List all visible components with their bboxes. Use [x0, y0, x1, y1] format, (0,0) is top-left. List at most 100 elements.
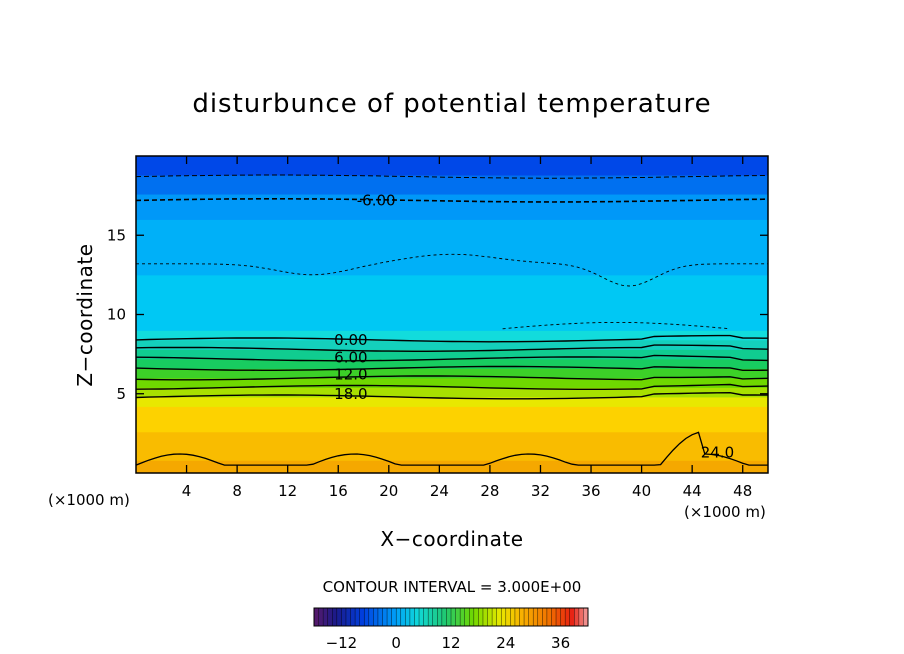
colorbar-cell — [400, 608, 406, 626]
x-tick-label: 36 — [581, 482, 600, 500]
contour-label-5: 24.0 — [701, 443, 734, 461]
x-tick-label: 24 — [430, 482, 449, 500]
contour-label-2: 6.00 — [334, 348, 367, 366]
colorbar-tick-label: −12 — [326, 634, 358, 652]
contour-line-mid — [502, 321, 731, 330]
chart-title: disturbunce of potential temperature — [192, 89, 711, 119]
colorbar-cell — [565, 608, 571, 626]
contour-line-solid-5 — [136, 383, 768, 390]
colorbar-cell — [533, 608, 539, 626]
colorbar-cell — [510, 608, 516, 626]
colorbar-cell — [487, 608, 493, 626]
colorbar-cell — [409, 608, 415, 626]
contour-label-4: 18.0 — [334, 385, 367, 403]
x-unit-left: (×1000 m) — [48, 491, 130, 509]
colorbar-cell — [391, 608, 397, 626]
band-3 — [136, 396, 768, 407]
colorbar-cell — [546, 608, 552, 626]
colorbar-cell — [492, 608, 497, 626]
colorbar-cell — [583, 608, 589, 626]
contour-lines — [136, 174, 768, 466]
x-tick-label: 20 — [379, 482, 398, 500]
colorbar-cell — [314, 608, 319, 626]
colorbar-cell — [464, 608, 470, 626]
colorbar-cell — [537, 608, 543, 626]
colorbar-cell — [569, 608, 575, 626]
colorbar-cell — [359, 608, 365, 626]
x-tick-label: 28 — [480, 482, 499, 500]
band-9 — [136, 339, 768, 350]
colorbar-cell — [482, 608, 488, 626]
x-tick-label: 40 — [632, 482, 651, 500]
colorbar-cell — [318, 608, 324, 626]
colorbar-cell — [373, 608, 379, 626]
contour-line-solid-6 — [136, 391, 768, 400]
colorbar-cell — [332, 608, 338, 626]
x-tick-label: 16 — [329, 482, 348, 500]
band-0 — [136, 460, 768, 473]
x-axis-label: X−coordinate — [380, 527, 523, 551]
colorbar-cell — [528, 608, 534, 626]
color-bands — [136, 156, 768, 473]
colorbar-cell — [368, 608, 374, 626]
colorbar-cell — [460, 608, 465, 626]
contour-line-dashed-0 — [136, 198, 768, 203]
colorbar-cell — [377, 608, 383, 626]
colorbar-cell — [556, 608, 561, 626]
colorbar-cell — [336, 608, 342, 626]
contour-line-dashed-1 — [136, 174, 768, 179]
colorbar-ticks: −12 0 12 24 36 — [326, 634, 571, 652]
colorbar-cell — [446, 608, 452, 626]
colorbar-cell — [382, 608, 388, 626]
band-12 — [136, 219, 768, 276]
colorbar-cell — [350, 608, 356, 626]
contour-interval-text: CONTOUR INTERVAL = 3.000E+00 — [323, 578, 582, 596]
colorbar-cell — [423, 608, 429, 626]
colorbar-cell — [501, 608, 507, 626]
x-tick-label: 32 — [531, 482, 550, 500]
contour-label-0: -6.00 — [357, 191, 396, 209]
y-tick-label: 5 — [116, 385, 126, 403]
contour-line-solid-1 — [136, 344, 768, 352]
band-15 — [136, 156, 768, 176]
colorbar-tick-label: 12 — [441, 634, 460, 652]
x-tick-label: 4 — [182, 482, 192, 500]
x-unit-right: (×1000 m) — [684, 503, 766, 521]
colorbar-cell — [428, 608, 434, 626]
colorbar-cell — [437, 608, 443, 626]
colorbar-cell — [364, 608, 370, 626]
colorbar-cell — [478, 608, 484, 626]
colorbar-cell — [551, 608, 557, 626]
x-tick-label: 8 — [232, 482, 242, 500]
colorbar-cell — [524, 608, 529, 626]
contour-line-solid-4 — [136, 375, 768, 381]
colorbar-cell — [455, 608, 461, 626]
contour-line-solid-2 — [136, 354, 768, 362]
colorbar-cell — [396, 608, 402, 626]
colorbar-cell — [327, 608, 333, 626]
colorbar-cell — [560, 608, 566, 626]
colorbar-cell — [355, 608, 360, 626]
contour-line-24 — [136, 431, 768, 466]
colorbar-cell — [469, 608, 475, 626]
colorbar-cell — [441, 608, 447, 626]
contour-line-solid-3 — [136, 365, 768, 371]
colorbar-cell — [405, 608, 411, 626]
colorbar-cell — [414, 608, 420, 626]
colorbar-cell — [323, 608, 328, 626]
colorbar-cell — [473, 608, 479, 626]
colorbar — [313, 607, 589, 627]
band-10 — [136, 330, 768, 341]
band-11 — [136, 274, 768, 331]
band-14 — [136, 175, 768, 195]
colorbar-cell — [514, 608, 520, 626]
colorbar-tick-label: 24 — [496, 634, 515, 652]
colorbar-frame — [313, 607, 589, 627]
colorbar-cell — [496, 608, 502, 626]
x-tick-label: 48 — [733, 482, 752, 500]
colorbar-cell — [578, 608, 584, 626]
x-axis-ticks: 4 8 12 16 20 24 28 32 36 40 44 48 — [182, 156, 752, 500]
contour-line-wavy — [136, 253, 768, 287]
